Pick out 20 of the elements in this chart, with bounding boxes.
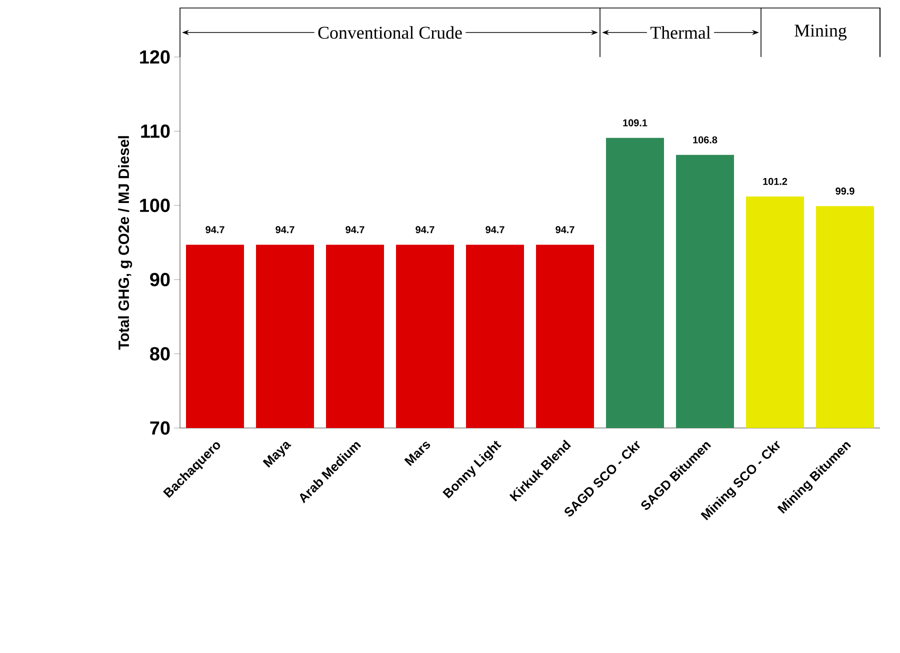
y-tick-label: 110 (141, 124, 170, 138)
data-label: 94.7 (416, 226, 434, 234)
y-tick-label: 90 (150, 272, 170, 286)
text: Mining (794, 24, 847, 40)
text: Conventional Crude (318, 26, 462, 39)
data-label: 101.2 (763, 178, 788, 185)
data-label: 109.1 (623, 119, 648, 126)
data-label: 94.7 (486, 226, 504, 234)
y-axis-title: Total GHG, g CO2e / MJ Diesel (118, 136, 132, 350)
data-label: 94.7 (556, 226, 574, 234)
data-label: 94.7 (346, 226, 364, 234)
y-tick-label: 100 (140, 198, 170, 212)
y-tick-label: 120 (140, 50, 170, 64)
text: Thermal (650, 26, 711, 39)
y-tick-label: 70 (150, 421, 170, 435)
data-label: 94.7 (206, 226, 224, 234)
data-label: 94.7 (276, 226, 294, 234)
y-tick-label: 80 (150, 347, 170, 360)
data-label: 99.9 (836, 188, 854, 195)
data-label: 106.8 (693, 136, 718, 144)
